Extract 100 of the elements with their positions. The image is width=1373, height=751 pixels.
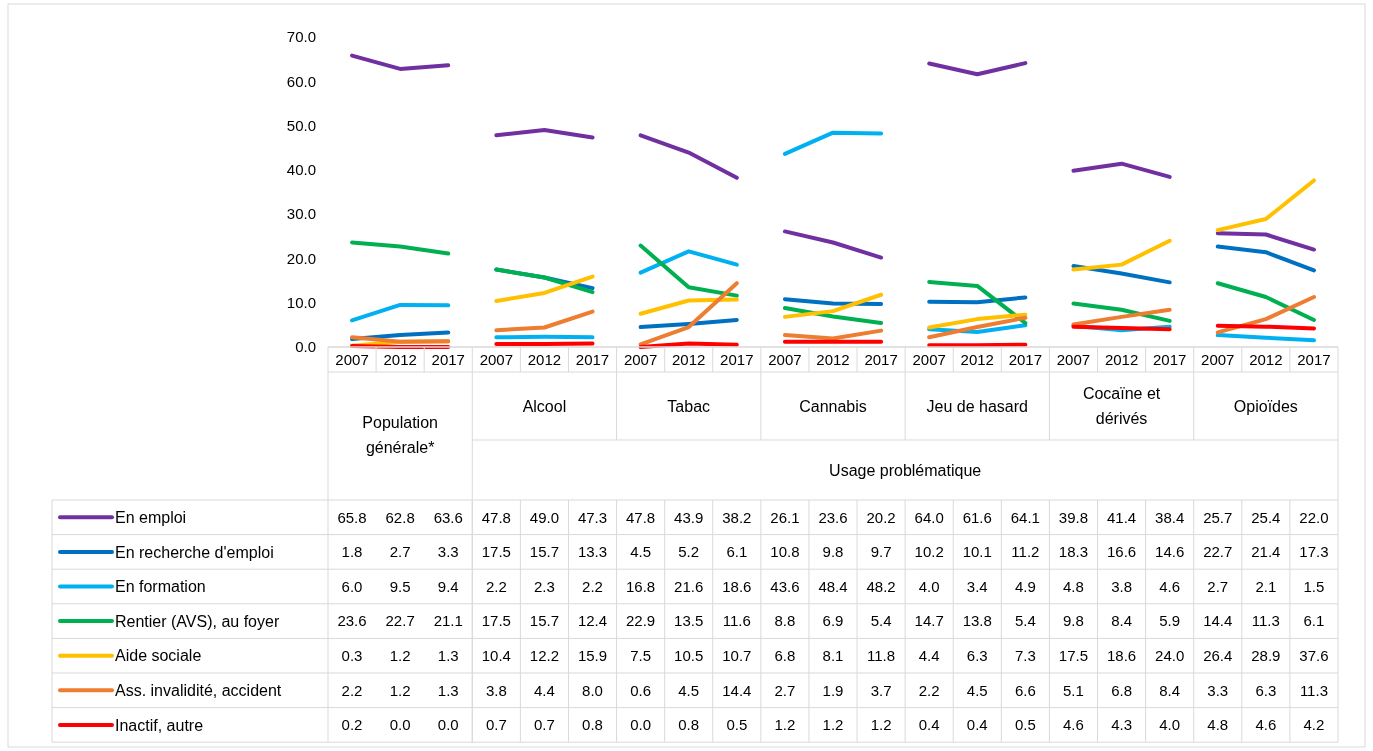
text: Cocaïne et dérivés <box>1082 385 1161 428</box>
data-label: 1.3 <box>437 646 459 664</box>
x-tick-label: 2017 <box>575 350 610 368</box>
data-label: 1.2 <box>389 681 411 699</box>
text: Population générale* <box>362 414 438 457</box>
legend-label: Rentier (AVS), au foyer <box>115 612 280 630</box>
data-label: 8.4 <box>1159 681 1181 699</box>
data-label: 1.8 <box>341 543 363 561</box>
data-label: 4.5 <box>678 681 700 699</box>
data-label: 5.2 <box>678 543 700 561</box>
data-label: 49.0 <box>529 508 560 526</box>
x-tick-label: 2007 <box>335 350 369 368</box>
data-label: 11.6 <box>722 612 751 630</box>
data-label: 3.8 <box>485 681 507 699</box>
data-label: 18.6 <box>1106 646 1137 664</box>
data-label: 0.0 <box>437 716 459 734</box>
data-label: 3.3 <box>437 543 459 561</box>
x-tick-label: 2017 <box>431 350 465 368</box>
data-label: 1.3 <box>437 681 459 699</box>
data-label: 21.6 <box>674 577 704 595</box>
y-tick-label: 70.0 <box>286 28 316 46</box>
data-label: 21.1 <box>433 612 463 630</box>
data-label: 5.4 <box>1014 612 1036 630</box>
data-label: 43.9 <box>674 508 704 526</box>
data-label: 3.4 <box>966 577 988 595</box>
data-label: 15.7 <box>529 543 560 561</box>
data-label: 62.8 <box>385 508 415 526</box>
legend-label: Aide sociale <box>115 647 202 665</box>
data-label: 22.7 <box>1203 543 1233 561</box>
y-tick-label: 20.0 <box>286 249 316 267</box>
data-label: 6.6 <box>1014 681 1036 699</box>
data-label: 48.4 <box>818 577 848 595</box>
x-tick-label: 2007 <box>912 350 946 368</box>
legend-label: En emploi <box>115 508 187 526</box>
data-label: 38.2 <box>722 508 752 526</box>
data-label: 5.9 <box>1159 612 1181 630</box>
data-label: 2.7 <box>389 543 411 561</box>
data-label: 64.0 <box>914 508 944 526</box>
data-label: 4.8 <box>1063 577 1084 595</box>
data-label: 13.3 <box>577 543 608 561</box>
data-label: 2.2 <box>918 681 940 699</box>
data-label: 6.8 <box>774 646 796 664</box>
y-tick-label: 50.0 <box>286 116 316 134</box>
data-label: 9.8 <box>822 543 844 561</box>
x-tick-label: 2017 <box>864 350 898 368</box>
data-label: 2.7 <box>774 681 796 699</box>
data-label: 28.9 <box>1251 646 1281 664</box>
legend-label: Inactif, autre <box>115 716 204 734</box>
data-label: 10.2 <box>914 543 944 561</box>
data-label: 41.4 <box>1106 508 1137 526</box>
x-tick-label: 2007 <box>479 350 514 368</box>
data-label: 3.8 <box>1111 577 1132 595</box>
data-label: 14.7 <box>914 612 944 630</box>
data-label: 17.5 <box>481 543 511 561</box>
data-label: 26.4 <box>1203 646 1233 664</box>
x-tick-label: 2012 <box>527 350 562 368</box>
data-label: 10.8 <box>770 543 800 561</box>
data-label: 37.6 <box>1299 646 1329 664</box>
data-label: 18.6 <box>722 577 752 595</box>
data-label: 13.8 <box>962 612 992 630</box>
data-label: 22.0 <box>1299 508 1329 526</box>
data-label: 4.5 <box>630 543 652 561</box>
data-label: 1.9 <box>822 681 844 699</box>
data-label: 17.5 <box>481 612 511 630</box>
data-label: 17.3 <box>1299 543 1329 561</box>
data-label: 4.3 <box>1111 716 1132 734</box>
data-label: 14.6 <box>1155 543 1185 561</box>
data-label: 15.9 <box>577 646 608 664</box>
data-label: 21.4 <box>1251 543 1281 561</box>
y-tick-label: 0.0 <box>295 338 316 356</box>
data-label: 0.0 <box>630 716 652 734</box>
data-label: 4.2 <box>1303 716 1325 734</box>
data-label: 6.9 <box>822 612 844 630</box>
data-label: 13.5 <box>674 612 704 630</box>
data-label: 11.8 <box>867 646 896 664</box>
data-label: 15.7 <box>529 612 560 630</box>
data-label: 0.5 <box>1014 716 1036 734</box>
data-label: 12.2 <box>529 646 560 664</box>
data-label: 4.4 <box>534 681 555 699</box>
data-label: 63.6 <box>433 508 463 526</box>
data-label: 0.4 <box>966 716 988 734</box>
data-label: 7.5 <box>630 646 652 664</box>
data-label: 38.4 <box>1155 508 1185 526</box>
data-label: 48.2 <box>866 577 896 595</box>
data-label: 16.8 <box>626 577 656 595</box>
data-label: 10.1 <box>962 543 992 561</box>
data-label: 23.6 <box>337 612 367 630</box>
data-label: 4.6 <box>1159 577 1181 595</box>
data-label: 61.6 <box>962 508 992 526</box>
data-label: 4.4 <box>918 646 940 664</box>
data-label: 17.5 <box>1058 646 1089 664</box>
data-label: 1.2 <box>822 716 844 734</box>
x-tick-label: 2017 <box>1008 350 1043 368</box>
x-tick-label: 2017 <box>720 350 754 368</box>
data-label: 26.1 <box>770 508 800 526</box>
data-label: 25.7 <box>1203 508 1233 526</box>
data-label: 4.9 <box>1014 577 1036 595</box>
data-label: 2.3 <box>534 577 555 595</box>
data-label: 9.4 <box>437 577 459 595</box>
data-label: 10.5 <box>674 646 704 664</box>
